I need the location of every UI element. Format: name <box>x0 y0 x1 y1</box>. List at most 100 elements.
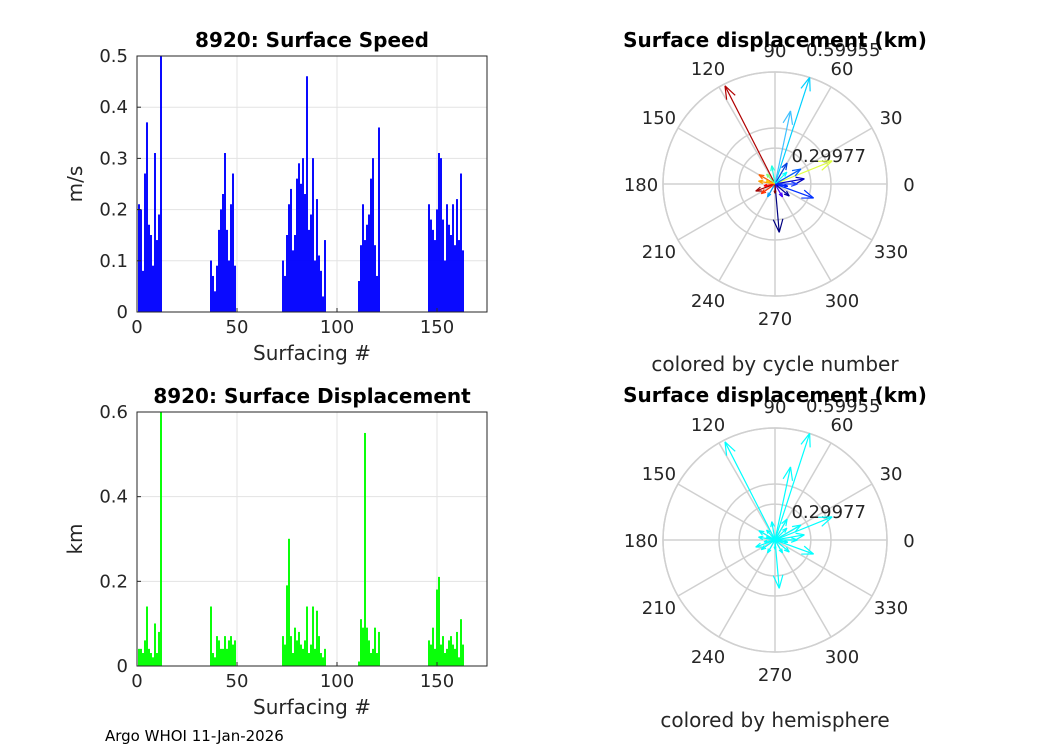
bar <box>448 224 451 313</box>
bar <box>374 627 377 667</box>
bar <box>306 606 309 667</box>
bar <box>219 648 222 667</box>
displacement-arrow <box>774 183 788 187</box>
arrow-head <box>778 574 784 589</box>
displacement-arrow <box>774 171 788 185</box>
arrow-head <box>773 190 776 194</box>
bar <box>438 153 441 313</box>
bar <box>428 640 431 667</box>
bar <box>432 229 435 313</box>
arrow-head <box>783 193 790 197</box>
y-tick-label: 0.6 <box>99 402 128 423</box>
y-tick-label: 0.2 <box>99 200 128 221</box>
angle-label: 0 <box>903 531 914 552</box>
bar <box>147 224 150 313</box>
bar <box>322 296 325 313</box>
bar <box>440 158 443 313</box>
radial-label: 0.59955 <box>806 396 880 417</box>
bar <box>294 234 297 313</box>
arrow-head <box>784 171 788 177</box>
arrow-head <box>782 110 792 124</box>
footer-text: Argo WHOI 11-Jan-2026 <box>105 727 284 745</box>
x-tick-label: 100 <box>320 671 354 692</box>
polar-cycle-chart: 0 30 60 90 120 150 180 210 240 270 300 330 0.29977 0.… <box>623 28 927 376</box>
bar <box>290 636 293 667</box>
displacement-arrow <box>774 178 805 185</box>
arrow-head <box>758 530 765 533</box>
displacement-arrow <box>774 466 792 541</box>
arrow-head <box>790 537 798 541</box>
arrow-head <box>758 174 765 177</box>
arrow-head <box>809 77 811 92</box>
bar <box>292 250 295 313</box>
bar <box>316 610 319 667</box>
arrow-head <box>781 162 788 169</box>
arrow-head <box>790 183 798 187</box>
angle-label: 300 <box>825 291 859 312</box>
bar <box>318 636 321 667</box>
bar <box>310 214 313 313</box>
y-tick-label: 0.3 <box>99 148 128 169</box>
bar <box>370 178 373 313</box>
bar <box>215 265 218 313</box>
bar <box>282 260 285 313</box>
chart-subtitle: colored by hemisphere <box>660 708 889 732</box>
angle-label: 180 <box>624 531 658 552</box>
arrow-head <box>821 160 833 171</box>
bar <box>436 589 439 667</box>
bar <box>360 245 363 313</box>
angle-label: 240 <box>691 647 725 668</box>
arrow-head <box>755 542 761 548</box>
angle-label: 30 <box>880 464 903 485</box>
bar <box>153 623 156 667</box>
bar <box>284 275 287 313</box>
bar <box>304 640 307 667</box>
angle-label: 90 <box>764 41 787 62</box>
displacement-arrow <box>774 539 783 554</box>
bar <box>219 209 222 313</box>
bar <box>446 204 449 313</box>
bar <box>141 653 144 667</box>
bar <box>446 648 449 667</box>
displacement-arrow <box>760 183 776 195</box>
bar <box>290 188 293 313</box>
angle-label: 300 <box>825 647 859 668</box>
displacement-arrow <box>763 183 776 187</box>
displacement-arrow <box>774 183 783 198</box>
bar <box>320 653 323 667</box>
bar <box>360 619 363 667</box>
bar <box>462 250 465 313</box>
radial-label: 0.29977 <box>791 502 865 523</box>
displacement-arrow <box>767 183 776 198</box>
arrow-head <box>758 530 763 536</box>
arrow-head <box>763 183 768 187</box>
x-axis-label: Surfacing # <box>253 341 371 365</box>
x-axis-label: Surfacing # <box>253 695 371 719</box>
displacement-arrow <box>774 539 788 543</box>
arrow-head <box>758 535 764 538</box>
bar <box>231 644 234 667</box>
bar <box>318 255 321 313</box>
surface-speed-chart: 0 50 100 150 0 0.1 0.2 0.3 0.4 0.5 8920: Surface S… <box>63 28 488 365</box>
arrow-head <box>772 575 780 589</box>
x-tick-label: 0 <box>131 317 142 338</box>
y-tick-label: 0 <box>117 656 128 677</box>
bar <box>358 281 361 313</box>
arrow-head <box>791 168 801 172</box>
bar <box>147 648 150 667</box>
bar <box>141 270 144 313</box>
bar <box>217 640 220 667</box>
displacement-arrow <box>774 160 833 185</box>
bar <box>458 240 461 313</box>
axes-box <box>136 55 488 313</box>
bar <box>366 627 369 667</box>
bar <box>229 636 232 667</box>
bar <box>372 648 375 667</box>
radial-label: 0.29977 <box>791 146 865 167</box>
bar <box>316 199 319 313</box>
x-tick-label: 150 <box>420 317 454 338</box>
displacement-arrow <box>760 539 776 551</box>
bar <box>362 627 365 667</box>
bar <box>227 260 230 313</box>
bar <box>149 234 152 313</box>
